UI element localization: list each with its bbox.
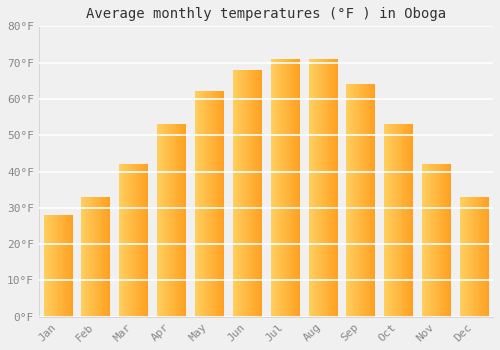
Bar bbox=[157, 124, 186, 317]
Bar bbox=[346, 84, 375, 317]
Bar bbox=[195, 92, 224, 317]
Bar bbox=[233, 70, 261, 317]
Bar bbox=[422, 164, 450, 317]
Bar bbox=[44, 215, 72, 317]
Bar bbox=[308, 59, 337, 317]
Bar bbox=[460, 197, 488, 317]
Bar bbox=[270, 59, 299, 317]
Bar bbox=[82, 197, 110, 317]
Bar bbox=[384, 124, 412, 317]
Bar bbox=[119, 164, 148, 317]
Title: Average monthly temperatures (°F ) in Oboga: Average monthly temperatures (°F ) in Ob… bbox=[86, 7, 446, 21]
